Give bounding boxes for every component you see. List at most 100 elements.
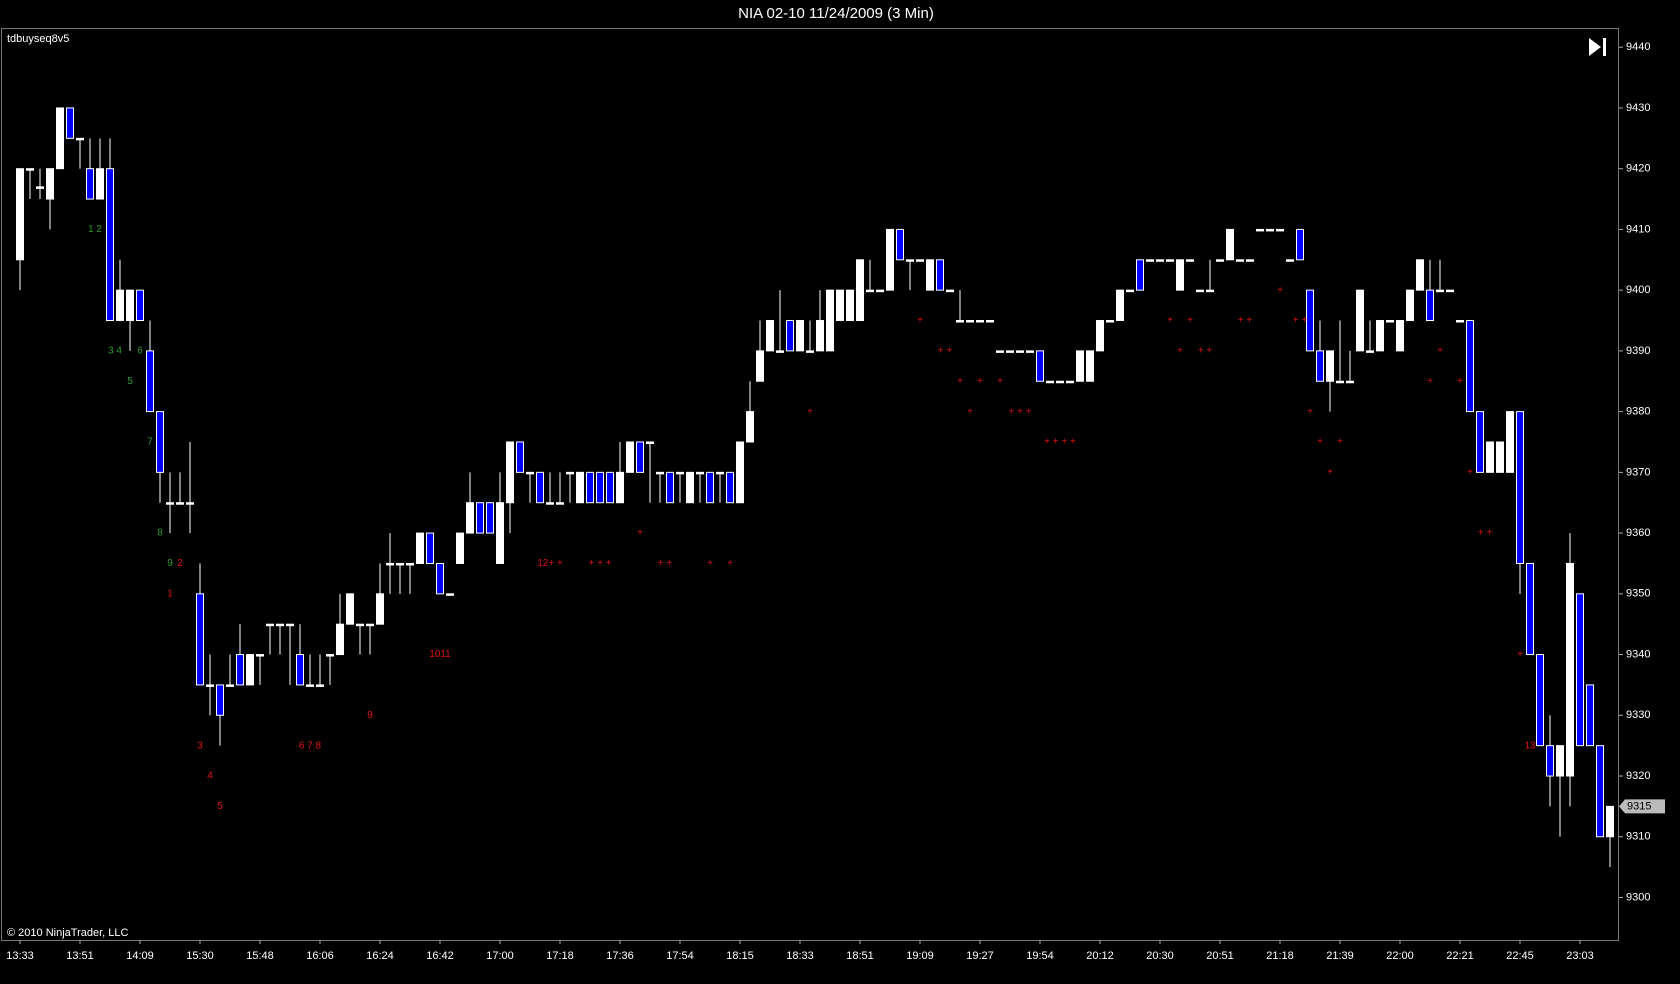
annotation: + + [658, 558, 673, 569]
candle-body [166, 502, 174, 505]
x-tick-label: 21:18 [1266, 950, 1294, 962]
candle-body [906, 259, 914, 262]
candle-body [126, 289, 134, 322]
annotation: + + + + [1044, 437, 1076, 448]
annotation: + [1337, 437, 1343, 448]
candle-body [766, 320, 774, 352]
candle-body [1316, 350, 1324, 382]
candle-body [1406, 289, 1414, 322]
candle-body [776, 350, 784, 353]
candle-body [686, 471, 694, 504]
annotation: 5 [217, 801, 223, 812]
candle-body [506, 441, 514, 504]
candle-body [1136, 259, 1144, 291]
y-tick-label: 9370 [1626, 466, 1650, 478]
candle-body [1346, 380, 1354, 384]
x-tick-label: 20:30 [1146, 950, 1174, 962]
candle-body [156, 411, 164, 473]
candle-body [1516, 411, 1524, 564]
candle-body [146, 350, 154, 413]
candle-body [816, 320, 824, 352]
x-tick-label: 18:51 [846, 950, 874, 962]
candle-body [116, 289, 124, 322]
x-tick-label: 20:51 [1206, 950, 1234, 962]
candle-body [856, 259, 864, 322]
candle-body [786, 320, 794, 352]
candle-body [1206, 289, 1214, 293]
x-tick-label: 21:39 [1326, 950, 1354, 962]
x-tick-label: 13:51 [66, 950, 94, 962]
candle-body [876, 289, 884, 293]
y-tick-label: 9320 [1626, 770, 1650, 782]
candle-body [1016, 350, 1024, 353]
annotation: + [1187, 315, 1193, 326]
candle-body [266, 623, 274, 627]
y-tick-label: 9400 [1626, 284, 1650, 296]
candle-body [306, 684, 314, 687]
end-bar-icon[interactable] [1603, 38, 1606, 56]
y-tick-label: 9380 [1626, 406, 1650, 418]
y-tick-label: 9420 [1626, 163, 1650, 175]
x-tick-label: 19:27 [966, 950, 994, 962]
candle-body [886, 228, 894, 291]
candle-body [846, 289, 854, 322]
candle-body [1246, 259, 1254, 262]
candle-body [256, 654, 264, 657]
annotation: + + [1293, 315, 1308, 326]
annotation: 7 [147, 437, 153, 448]
x-tick-label: 16:24 [366, 950, 394, 962]
annotation: + [997, 376, 1003, 387]
annotation: + + [938, 346, 953, 357]
annotation: + [707, 558, 713, 569]
y-tick-label: 9430 [1626, 102, 1650, 114]
candle-body [1356, 289, 1364, 352]
play-icon[interactable] [1589, 38, 1601, 56]
annotation: + [1167, 315, 1173, 326]
candle-body [1396, 320, 1404, 352]
candle-body [1386, 320, 1394, 323]
candle-body [206, 684, 214, 687]
y-tick-label: 9310 [1626, 831, 1650, 843]
candle-body [236, 654, 244, 686]
candle-body [386, 562, 394, 566]
candle-body [276, 623, 284, 627]
candle-body [1456, 320, 1464, 323]
candle-body [646, 441, 654, 444]
x-tick-label: 22:00 [1386, 950, 1414, 962]
annotation: + [977, 376, 983, 387]
candle-body [616, 471, 624, 504]
x-tick-label: 14:09 [126, 950, 154, 962]
x-tick-label: 17:18 [546, 950, 574, 962]
candle-body [1546, 745, 1554, 777]
candle-body [796, 320, 804, 352]
annotation: + [807, 406, 813, 417]
candle-body [746, 411, 754, 443]
candle-body [1106, 320, 1114, 323]
candle-body [1216, 259, 1224, 262]
candle-body [1566, 562, 1574, 777]
candle-body [1326, 350, 1334, 382]
candle-body [866, 289, 874, 293]
x-tick-label: 19:09 [906, 950, 934, 962]
scroll-end-button[interactable] [1589, 38, 1606, 56]
candle-body [316, 684, 324, 687]
candle-body [36, 186, 44, 189]
x-tick-label: 17:00 [486, 950, 514, 962]
annotation: 5 [127, 376, 133, 387]
candle-body [1086, 350, 1094, 382]
candle-body [716, 471, 724, 475]
candle-body [1076, 350, 1084, 382]
candle-body [1536, 654, 1544, 747]
candle-body [1276, 228, 1284, 232]
annotation: + [1327, 467, 1333, 478]
x-tick-label: 18:33 [786, 950, 814, 962]
candle-body [46, 168, 54, 200]
candle-body [96, 168, 104, 200]
annotation: + [967, 406, 973, 417]
y-tick-label: 9340 [1626, 648, 1650, 660]
candle-body [556, 502, 564, 505]
annotation: + [1317, 437, 1323, 448]
candle-body [636, 441, 644, 473]
candle-body [1116, 289, 1124, 322]
candle-body [536, 471, 544, 504]
